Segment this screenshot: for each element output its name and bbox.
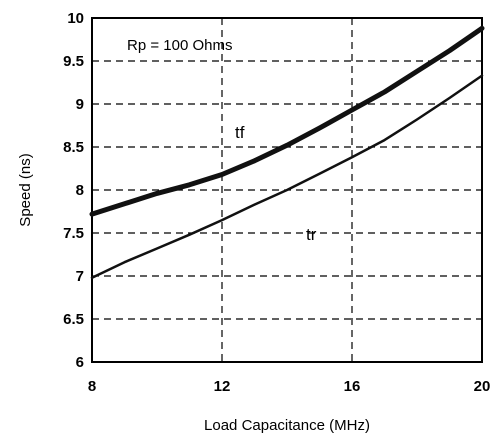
y-tick-label: 9 xyxy=(76,96,84,113)
y-tick-label: 6.5 xyxy=(63,311,84,328)
y-tick-label: 9.5 xyxy=(63,53,84,70)
y-tick-labels: 6 6.5 7 7.5 8 8.5 9 9.5 10 xyxy=(63,10,84,371)
x-tick-label: 16 xyxy=(344,378,361,395)
y-tick-label: 8.5 xyxy=(63,139,84,156)
y-tick-label: 10 xyxy=(67,10,84,27)
resistance-annotation: Rp = 100 Ohms xyxy=(127,37,232,54)
series-layer xyxy=(89,25,485,279)
y-tick-label: 7 xyxy=(76,268,84,285)
plot-frame xyxy=(91,17,483,363)
x-tick-label: 12 xyxy=(214,378,231,395)
series-line-tf xyxy=(89,25,485,217)
series-line-tr xyxy=(90,74,484,279)
y-axis-title: Speed (ns) xyxy=(17,153,34,226)
y-tick-label: 6 xyxy=(76,354,84,371)
y-tick-label: 8 xyxy=(76,182,84,199)
x-tick-label: 8 xyxy=(88,378,96,395)
series-label-tf: tf xyxy=(235,123,245,142)
y-tick-label: 7.5 xyxy=(63,225,84,242)
x-axis-title: Load Capacitance (MHz) xyxy=(204,417,370,434)
x-tick-label: 20 xyxy=(474,378,491,395)
series-label-tr: tr xyxy=(306,225,317,244)
x-tick-labels: 8 12 16 20 xyxy=(88,378,491,395)
